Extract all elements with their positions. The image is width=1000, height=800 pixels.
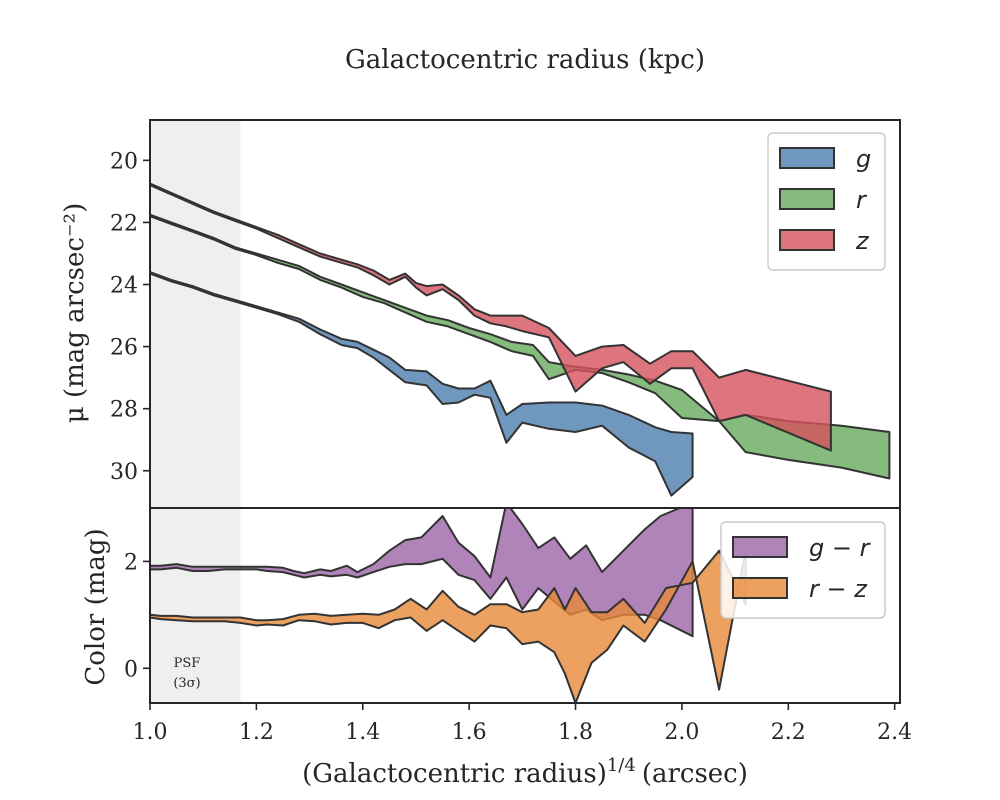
bottom-y-ticks: 02 <box>124 550 150 682</box>
legend-swatch <box>779 188 835 210</box>
series-band-z <box>150 182 832 452</box>
y-tick-label: 22 <box>110 211 138 236</box>
x-tick-label: 1.2 <box>239 720 274 745</box>
y-tick-label: 28 <box>110 398 138 423</box>
x-tick-label: 2.2 <box>771 720 806 745</box>
color-panel: 02 1.0 1.2 1.4 1.6 1.8 2.0 2.2 2.4 PSF (3σ) Col… <box>81 507 912 789</box>
y-tick-label: 2 <box>124 550 138 575</box>
legend-label: z <box>855 227 870 255</box>
legend-swatch <box>779 229 835 251</box>
series-band-r <box>150 213 891 480</box>
bottom-axes-frame <box>149 507 901 704</box>
psf-sigma-label: (3σ) <box>173 676 200 691</box>
legend-swatch <box>732 577 788 599</box>
series-band-gr <box>150 508 694 638</box>
y-tick-label: 30 <box>110 460 138 485</box>
y-tick-label: 24 <box>110 274 138 299</box>
bottom-x-axis-label-exponent: 1/4 <box>607 755 636 776</box>
x-tick-label: 2.0 <box>664 720 699 745</box>
x-tick-label: 1.0 <box>133 720 168 745</box>
series-band-g <box>150 271 694 497</box>
legend-label: g <box>856 145 871 173</box>
legend-label: r − z <box>809 575 868 603</box>
y-tick-label: 0 <box>124 657 138 682</box>
psf-band <box>150 120 241 508</box>
bottom-x-ticks: 1.0 1.2 1.4 1.6 1.8 2.0 2.2 2.4 <box>133 703 912 745</box>
psf-band <box>150 508 241 703</box>
legend-label: r <box>856 186 868 214</box>
top-x-axis-label: Galactocentric radius (kpc) <box>345 45 705 75</box>
legend-swatch <box>779 147 835 169</box>
bottom-x-axis-label-unit: (arcsec) <box>642 759 748 789</box>
legend-label: g − r <box>809 534 872 562</box>
x-tick-label: 1.6 <box>452 720 487 745</box>
y-tick-label: 20 <box>110 149 138 174</box>
psf-label: PSF <box>174 656 201 671</box>
y-tick-label: 26 <box>110 336 138 361</box>
legend-swatch <box>732 536 788 558</box>
surface-brightness-series <box>150 182 891 497</box>
top-y-ticks: 20 22 24 26 28 30 <box>110 149 150 485</box>
x-tick-label: 1.4 <box>345 720 380 745</box>
top-legend: grz <box>767 132 886 271</box>
x-tick-label: 1.8 <box>558 720 593 745</box>
x-tick-label: 2.4 <box>877 720 912 745</box>
bottom-x-axis-label-main: (Galactocentric radius) <box>302 759 607 789</box>
bottom-legend: g − r r − z <box>720 521 886 619</box>
top-y-axis-label: μ (mag arcsec⁻²) <box>60 203 90 423</box>
bottom-x-axis-label: (Galactocentric radius)1/4 (arcsec) <box>302 755 748 789</box>
bottom-y-axis-label: Color (mag) <box>81 528 111 685</box>
